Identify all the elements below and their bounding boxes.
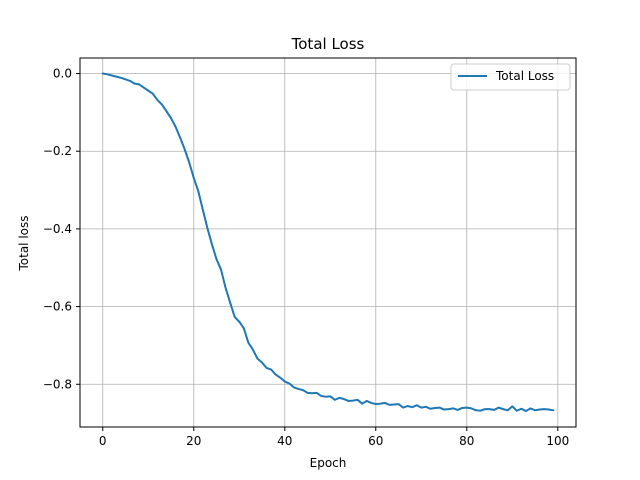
y-tick-label: −0.4 bbox=[43, 222, 72, 236]
x-tick-label: 60 bbox=[368, 434, 383, 448]
y-tick-label: −0.2 bbox=[43, 144, 72, 158]
x-tick-label: 100 bbox=[546, 434, 569, 448]
x-axis-label: Epoch bbox=[310, 456, 347, 470]
series-layer bbox=[101, 72, 555, 413]
plot-frame bbox=[79, 57, 577, 428]
y-tick-label: −0.8 bbox=[43, 377, 72, 391]
series-line-total-loss bbox=[101, 72, 555, 413]
x-tick-label: 40 bbox=[277, 434, 292, 448]
y-tick-label: −0.6 bbox=[43, 300, 72, 314]
chart-title: Total Loss bbox=[291, 35, 365, 53]
y-axis-label: Total loss bbox=[17, 215, 31, 271]
ticks: 0 20 40 60 80 100 0.0 −0.2 −0.4 −0.6 −0.8 bbox=[43, 67, 569, 448]
x-tick-label: 0 bbox=[99, 434, 107, 448]
grid-lines bbox=[80, 58, 576, 427]
legend-box bbox=[450, 63, 571, 91]
legend-label-total-loss: Total Loss bbox=[495, 69, 554, 83]
x-tick-label: 80 bbox=[459, 434, 474, 448]
x-tick-label: 20 bbox=[186, 434, 201, 448]
y-tick-label: 0.0 bbox=[53, 67, 72, 81]
legend: Total Loss bbox=[450, 63, 571, 91]
